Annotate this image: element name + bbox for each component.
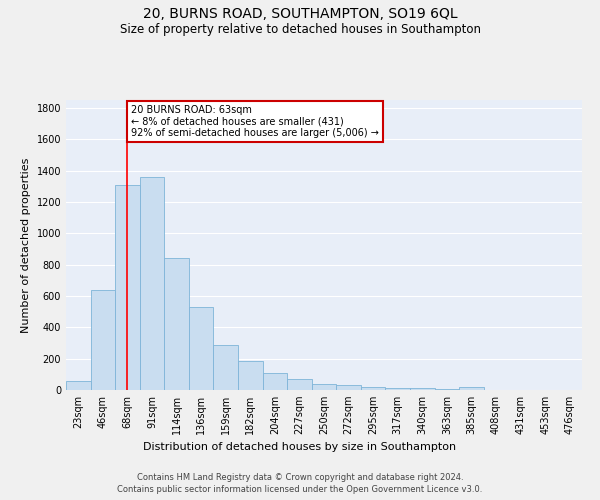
Bar [214,346,238,390]
Bar [189,307,214,390]
Y-axis label: Number of detached properties: Number of detached properties [21,158,31,332]
Bar [459,387,484,390]
Bar [115,186,140,390]
Bar [336,384,361,390]
Text: Distribution of detached houses by size in Southampton: Distribution of detached houses by size … [143,442,457,452]
Bar [263,373,287,390]
Bar [164,258,189,390]
Text: 20 BURNS ROAD: 63sqm
← 8% of detached houses are smaller (431)
92% of semi-detac: 20 BURNS ROAD: 63sqm ← 8% of detached ho… [131,104,379,138]
Text: Contains HM Land Registry data © Crown copyright and database right 2024.: Contains HM Land Registry data © Crown c… [137,472,463,482]
Bar [312,384,336,390]
Text: 20, BURNS ROAD, SOUTHAMPTON, SO19 6QL: 20, BURNS ROAD, SOUTHAMPTON, SO19 6QL [143,8,457,22]
Bar [434,388,459,390]
Bar [91,290,115,390]
Bar [361,386,385,390]
Bar [66,382,91,390]
Bar [140,177,164,390]
Bar [238,361,263,390]
Bar [410,388,434,390]
Text: Contains public sector information licensed under the Open Government Licence v3: Contains public sector information licen… [118,485,482,494]
Bar [287,379,312,390]
Text: Size of property relative to detached houses in Southampton: Size of property relative to detached ho… [119,22,481,36]
Bar [385,388,410,390]
